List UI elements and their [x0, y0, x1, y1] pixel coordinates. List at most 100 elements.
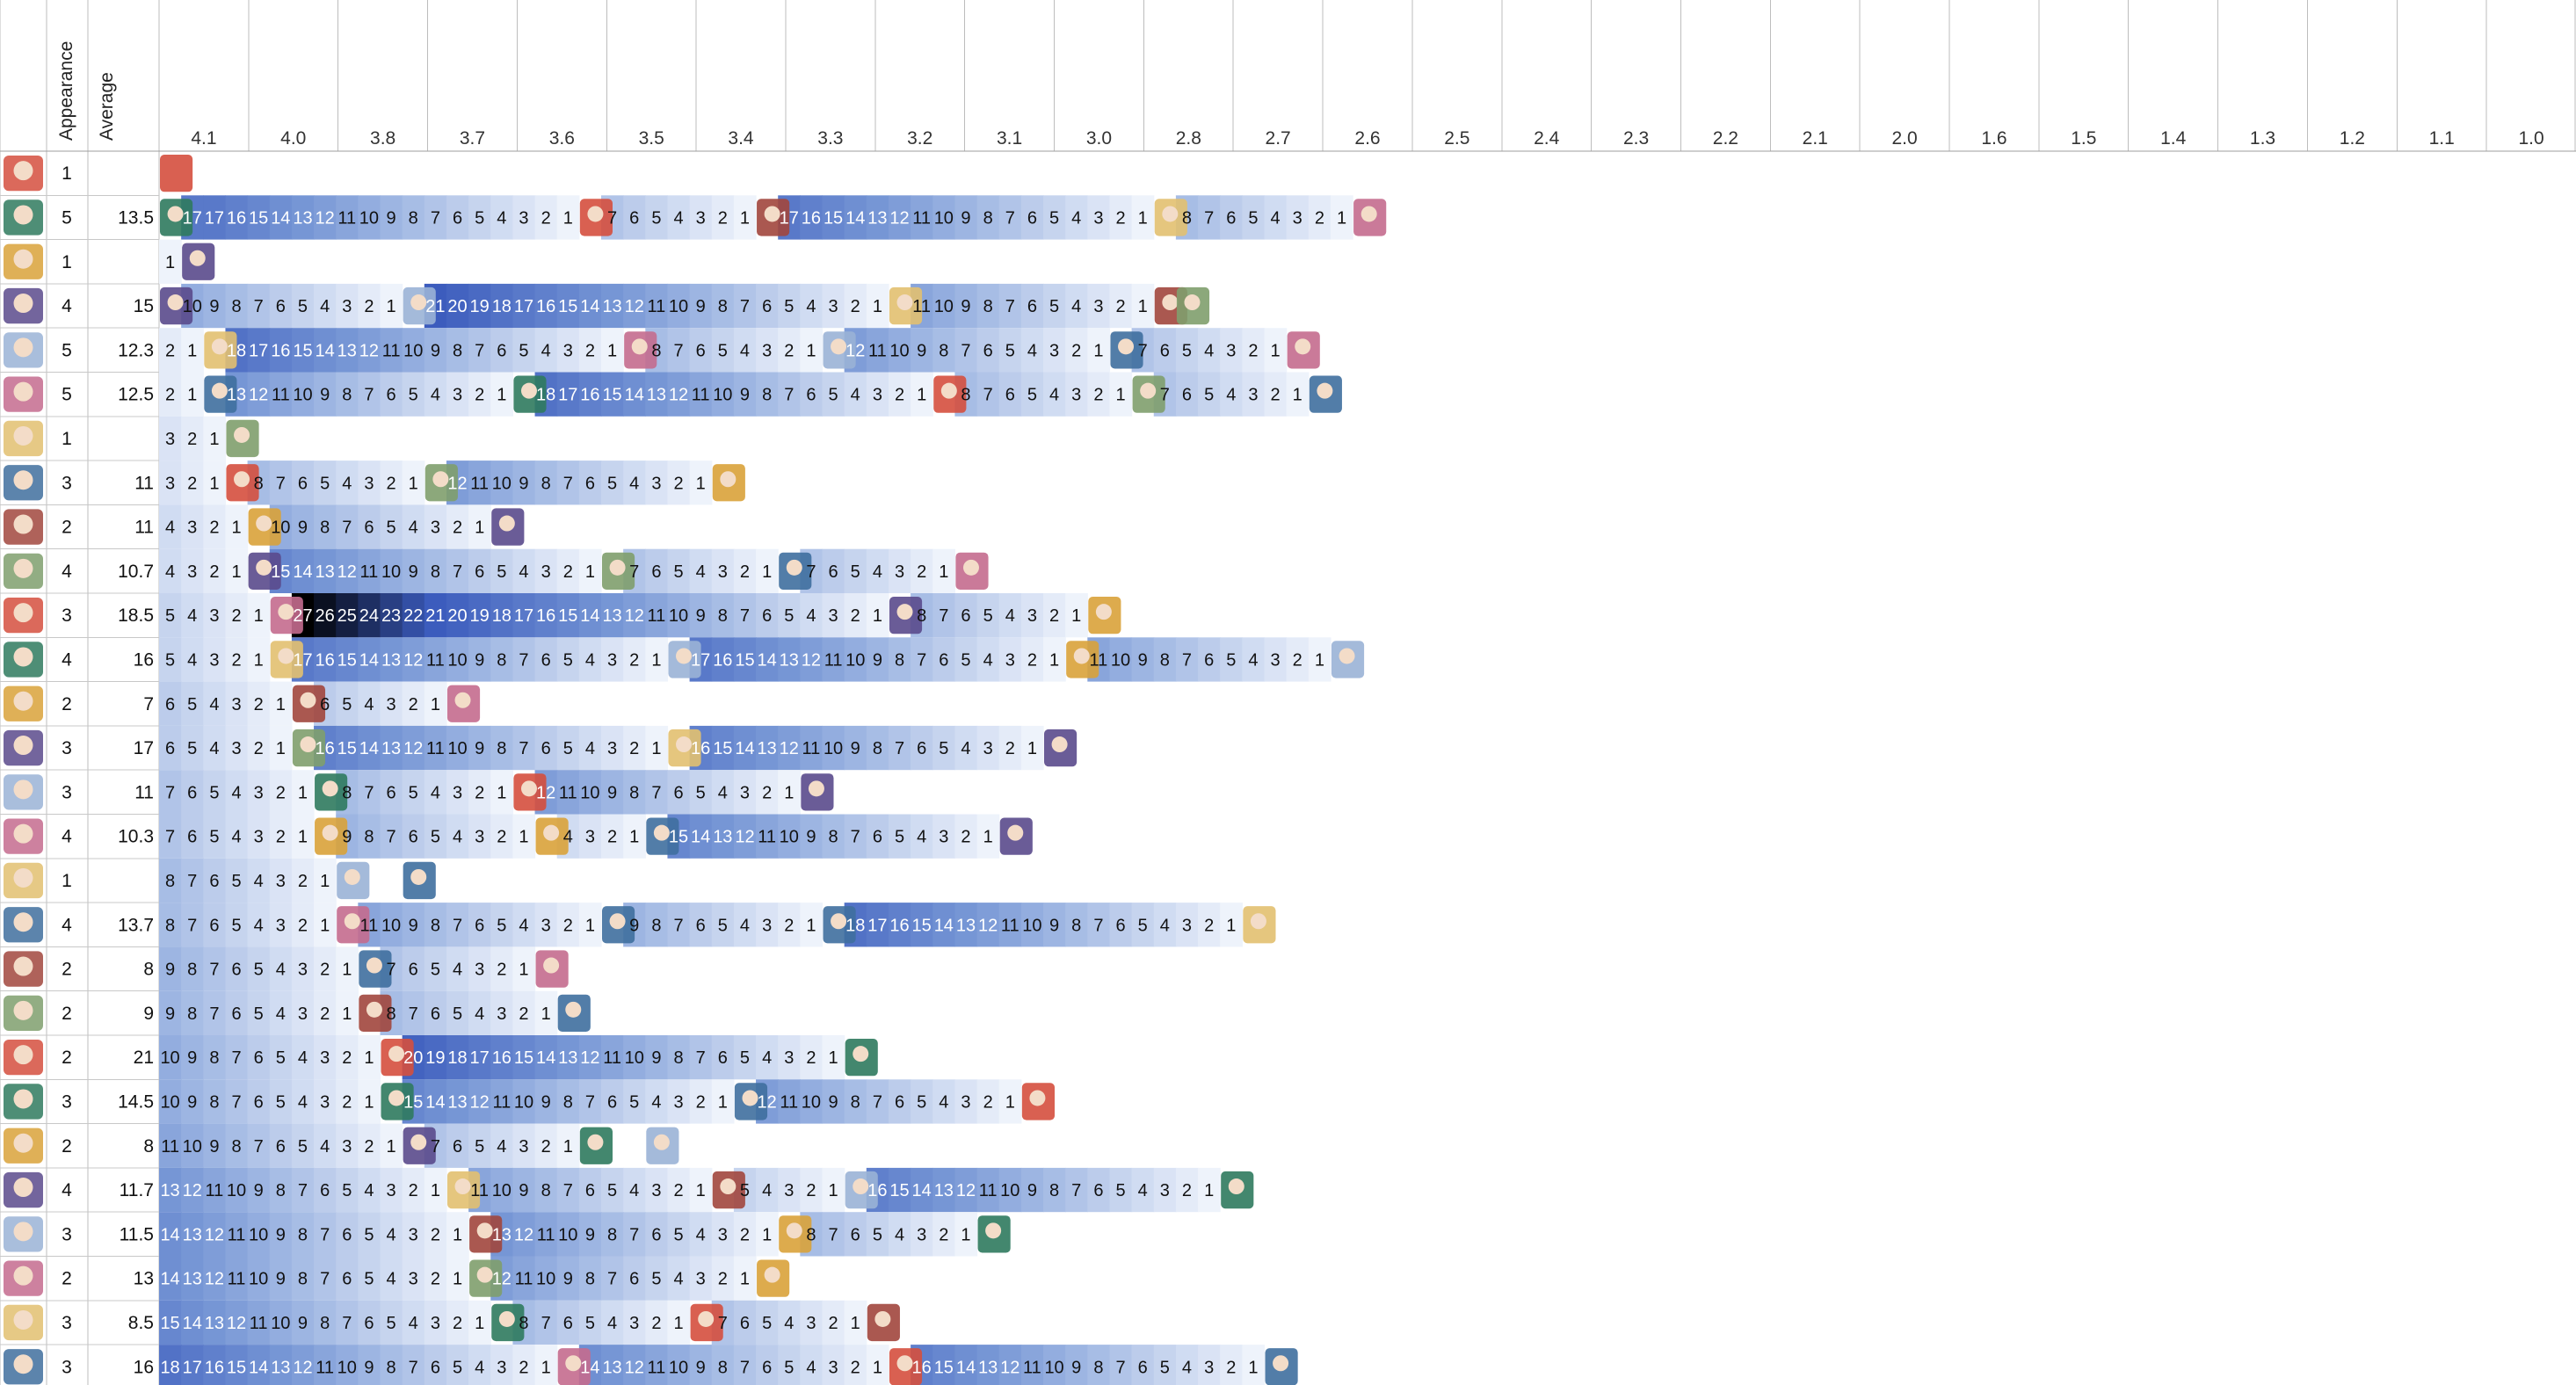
cell-value: 6 [497, 341, 506, 360]
cell-value: 9 [696, 297, 706, 316]
heat-cell [490, 990, 513, 1035]
heat-cell [446, 725, 469, 771]
cell-value: 7 [651, 783, 661, 802]
cell-value: 8 [873, 739, 882, 758]
heat-cell [556, 1079, 580, 1124]
heat-cell [534, 903, 558, 947]
heat-cell [689, 1212, 713, 1257]
cell-value: 17 [293, 650, 312, 670]
cell-value: 13 [713, 828, 732, 847]
heat-cell [159, 770, 182, 815]
cell-value: 1 [231, 518, 241, 538]
cell-value: 3 [829, 297, 838, 316]
cell-value: 17 [867, 916, 887, 935]
cell-value: 11 [161, 1137, 179, 1157]
heat-cell [269, 725, 293, 771]
cell-value: 3 [231, 739, 241, 758]
heat-cell [380, 460, 403, 505]
heat-cell [778, 372, 801, 417]
banner-face-icon [853, 1046, 869, 1062]
cell-value: 11 [780, 1092, 798, 1112]
heat-cell [578, 725, 602, 771]
cell-value: 8 [651, 341, 661, 360]
cell-value: 10 [1022, 916, 1041, 935]
heat-cell [1043, 195, 1066, 240]
heat-cell [932, 593, 955, 638]
heat-cell [269, 681, 293, 726]
cell-value: 1 [387, 297, 396, 316]
heat-cell [468, 1123, 491, 1168]
cell-value: 6 [387, 386, 396, 405]
banner-face-icon [322, 824, 338, 841]
cell-value: 5 [364, 1225, 374, 1244]
cell-value: 16 [580, 386, 599, 405]
heat-cell [512, 195, 536, 240]
heat-cell [1087, 1345, 1111, 1385]
cell-value: 2 [431, 1225, 440, 1244]
cell-value: 6 [585, 1181, 595, 1200]
heat-cell [1065, 903, 1088, 947]
cell-value: 5 [342, 695, 352, 714]
cell-value: 3 [1248, 386, 1258, 405]
heat-cell [490, 1079, 513, 1124]
heat-cell [402, 1167, 425, 1213]
heat-cell [976, 328, 1000, 373]
heat-cell [490, 903, 513, 947]
heat-cell [468, 990, 491, 1035]
cell-value: 7 [1160, 386, 1170, 405]
cell-value: 1 [209, 474, 219, 493]
heat-cell [1020, 725, 1044, 771]
cell-value: 14 [183, 1314, 202, 1333]
heat-cell [203, 283, 227, 329]
heat-cell [1043, 372, 1066, 417]
cell-value: 12 [359, 341, 379, 360]
heat-cell [468, 1079, 491, 1124]
cell-value: 1 [187, 386, 197, 405]
cell-value: 5 [409, 386, 418, 405]
heat-cell [954, 903, 978, 947]
version-label: 2.2 [1713, 128, 1738, 149]
cell-value: 2 [519, 1358, 528, 1377]
cell-value: 7 [673, 916, 683, 935]
appearance-count: 4 [62, 827, 72, 847]
cell-value: 2 [806, 1181, 816, 1200]
cell-value: 12 [956, 1181, 976, 1200]
heat-cell [623, 1345, 646, 1385]
cell-value: 10 [780, 828, 799, 847]
banner-face-icon [786, 1222, 802, 1239]
banner-face-icon [322, 780, 338, 797]
heat-cell [159, 548, 182, 593]
heat-cell [247, 770, 271, 815]
cell-value: 10 [447, 650, 467, 670]
heat-cell [534, 593, 558, 638]
cell-value: 1 [696, 474, 706, 493]
heat-cell [402, 372, 425, 417]
cell-value: 2 [320, 961, 330, 980]
cell-value: 16 [713, 650, 732, 670]
cell-value: 4 [519, 916, 528, 935]
cell-value: 13 [205, 1314, 224, 1333]
cell-value: 3 [431, 1314, 440, 1333]
cell-value: 5 [320, 474, 330, 493]
cell-value: 5 [209, 828, 219, 847]
cell-value: 15 [227, 1358, 246, 1377]
cell-value: 8 [718, 1358, 728, 1377]
portrait-face-icon [13, 514, 33, 534]
heat-cell [1043, 903, 1066, 947]
cell-value: 8 [718, 297, 728, 316]
cell-value: 16 [691, 739, 710, 758]
cell-value: 3 [453, 386, 462, 405]
heat-cell [756, 1300, 779, 1345]
cell-value: 8 [961, 386, 970, 405]
cell-value: 4 [718, 783, 728, 802]
cell-value: 14 [625, 386, 644, 405]
cell-value: 16 [271, 341, 290, 360]
portrait-face-icon [13, 603, 33, 623]
heat-cell [314, 195, 337, 240]
heat-cell [911, 1079, 933, 1124]
heat-cell [534, 1300, 558, 1345]
heat-cell [888, 548, 911, 593]
cell-value: 1 [254, 606, 264, 626]
cell-value: 12 [249, 386, 268, 405]
heat-cell [1087, 903, 1111, 947]
